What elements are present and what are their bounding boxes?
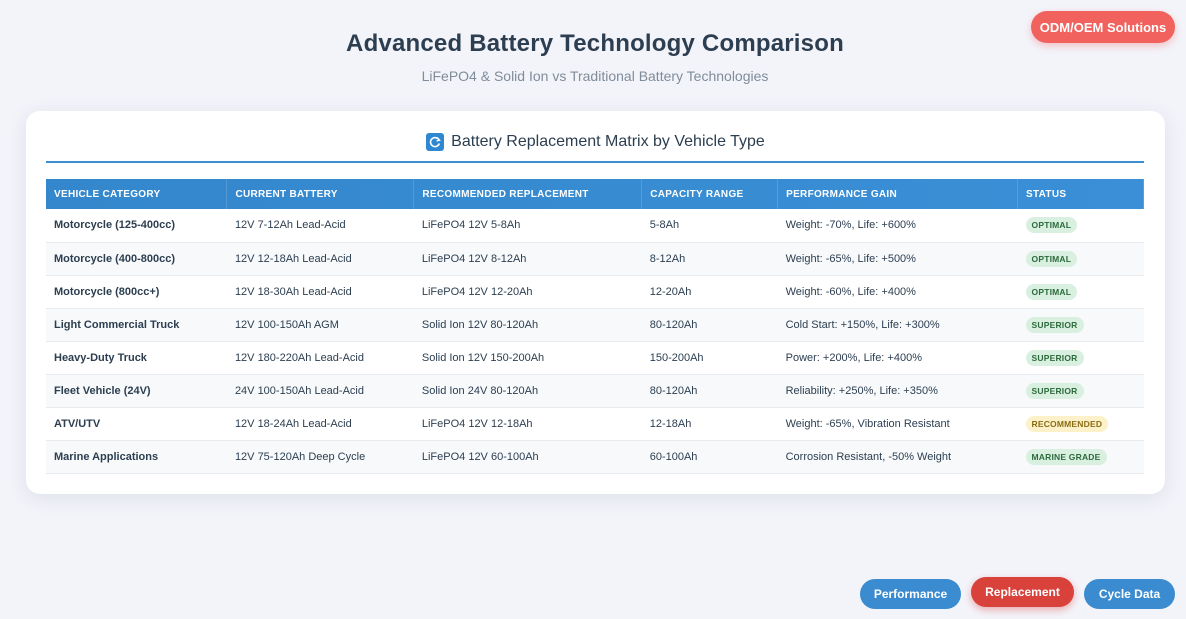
status-cell: RECOMMENDED <box>1017 407 1144 441</box>
capacity-cell: 60-100Ah <box>641 440 778 474</box>
status-badge: OPTIMAL <box>1025 217 1078 234</box>
performance-gain-cell: Reliability: +250%, Life: +350% <box>777 374 1018 408</box>
replacement-cell: LiFePO4 12V 12-20Ah <box>413 275 642 309</box>
vehicle-category-cell: ATV/UTV <box>46 407 227 441</box>
status-cell: SUPERIOR <box>1017 374 1144 408</box>
vehicle-category-cell: Motorcycle (400-800cc) <box>46 242 227 276</box>
replacement-cell: LiFePO4 12V 8-12Ah <box>413 242 642 276</box>
performance-gain-cell: Weight: -65%, Life: +500% <box>777 242 1018 276</box>
status-cell: MARINE GRADE <box>1017 440 1144 474</box>
performance-gain-cell: Power: +200%, Life: +400% <box>777 341 1018 375</box>
table-row: Fleet Vehicle (24V) 24V 100-150Ah Lead-A… <box>46 374 1144 408</box>
current-battery-cell: 12V 18-24Ah Lead-Acid <box>226 407 414 441</box>
vehicle-category-cell: Marine Applications <box>46 440 227 474</box>
column-header[interactable]: CURRENT BATTERY <box>226 179 415 209</box>
status-cell: SUPERIOR <box>1017 341 1144 375</box>
performance-gain-cell: Weight: -65%, Vibration Resistant <box>777 407 1018 441</box>
vehicle-category-cell: Motorcycle (800cc+) <box>46 275 227 309</box>
performance-gain-cell: Weight: -60%, Life: +400% <box>777 275 1018 309</box>
capacity-cell: 80-120Ah <box>641 308 778 342</box>
table-row: Marine Applications 12V 75-120Ah Deep Cy… <box>46 440 1144 474</box>
status-cell: OPTIMAL <box>1017 242 1144 276</box>
status-badge: MARINE GRADE <box>1025 448 1107 465</box>
odm-oem-solutions-button[interactable]: ODM/OEM Solutions <box>1031 11 1175 43</box>
capacity-cell: 8-12Ah <box>641 242 778 276</box>
current-battery-cell: 12V 100-150Ah AGM <box>226 308 414 342</box>
capacity-cell: 150-200Ah <box>641 341 778 375</box>
vehicle-category-cell: Heavy-Duty Truck <box>46 341 227 375</box>
capacity-cell: 12-18Ah <box>641 407 778 441</box>
status-badge: SUPERIOR <box>1025 382 1084 399</box>
performance-gain-cell: Corrosion Resistant, -50% Weight <box>777 440 1018 474</box>
performance-button[interactable]: Performance <box>860 579 961 609</box>
matrix-title: Battery Replacement Matrix by Vehicle Ty… <box>26 133 1165 151</box>
status-cell: OPTIMAL <box>1017 209 1144 243</box>
replacement-table: VEHICLE CATEGORY CURRENT BATTERY RECOMME… <box>46 179 1144 474</box>
table-row: Light Commercial Truck 12V 100-150Ah AGM… <box>46 308 1144 342</box>
page-subtitle: LiFePO4 & Solid Ion vs Traditional Batte… <box>421 68 769 84</box>
title-divider <box>46 161 1144 163</box>
status-badge: RECOMMENDED <box>1025 415 1109 432</box>
current-battery-cell: 12V 7-12Ah Lead-Acid <box>226 209 414 243</box>
table-row: ATV/UTV 12V 18-24Ah Lead-Acid LiFePO4 12… <box>46 407 1144 441</box>
current-battery-cell: 12V 12-18Ah Lead-Acid <box>226 242 414 276</box>
replacement-cell: LiFePO4 12V 12-18Ah <box>413 407 642 441</box>
status-badge: OPTIMAL <box>1025 283 1078 300</box>
replacement-cell: Solid Ion 24V 80-120Ah <box>413 374 642 408</box>
status-badge: SUPERIOR <box>1025 316 1084 333</box>
page-title: Advanced Battery Technology Comparison <box>346 30 844 57</box>
table-row: Motorcycle (800cc+) 12V 18-30Ah Lead-Aci… <box>46 275 1144 309</box>
capacity-cell: 5-8Ah <box>641 209 778 243</box>
refresh-icon <box>426 133 445 151</box>
vehicle-category-cell: Motorcycle (125-400cc) <box>46 209 227 243</box>
vehicle-category-cell: Light Commercial Truck <box>46 308 227 342</box>
column-header[interactable]: CAPACITY RANGE <box>641 179 779 209</box>
column-header[interactable]: VEHICLE CATEGORY <box>46 179 228 209</box>
column-header[interactable]: RECOMMENDED REPLACEMENT <box>413 179 643 209</box>
table-row: Heavy-Duty Truck 12V 180-220Ah Lead-Acid… <box>46 341 1144 375</box>
status-badge: OPTIMAL <box>1025 250 1078 267</box>
capacity-cell: 12-20Ah <box>641 275 778 309</box>
replacement-cell: Solid Ion 12V 80-120Ah <box>413 308 642 342</box>
table-row: Motorcycle (400-800cc) 12V 12-18Ah Lead-… <box>46 242 1144 276</box>
status-badge: SUPERIOR <box>1025 349 1084 366</box>
replacement-button[interactable]: Replacement <box>971 577 1074 607</box>
table-header-row: VEHICLE CATEGORY CURRENT BATTERY RECOMME… <box>46 179 1144 209</box>
table-row: Motorcycle (125-400cc) 12V 7-12Ah Lead-A… <box>46 209 1144 243</box>
capacity-cell: 80-120Ah <box>641 374 778 408</box>
column-header[interactable]: PERFORMANCE GAIN <box>777 179 1019 209</box>
column-header[interactable]: STATUS <box>1017 179 1144 209</box>
replacement-cell: LiFePO4 12V 60-100Ah <box>413 440 642 474</box>
performance-gain-cell: Cold Start: +150%, Life: +300% <box>777 308 1018 342</box>
replacement-cell: Solid Ion 12V 150-200Ah <box>413 341 642 375</box>
performance-gain-cell: Weight: -70%, Life: +600% <box>777 209 1018 243</box>
current-battery-cell: 24V 100-150Ah Lead-Acid <box>226 374 414 408</box>
replacement-matrix-card: Battery Replacement Matrix by Vehicle Ty… <box>26 111 1165 494</box>
current-battery-cell: 12V 180-220Ah Lead-Acid <box>226 341 414 375</box>
status-cell: SUPERIOR <box>1017 308 1144 342</box>
vehicle-category-cell: Fleet Vehicle (24V) <box>46 374 227 408</box>
cycle-data-button[interactable]: Cycle Data <box>1084 579 1175 609</box>
current-battery-cell: 12V 18-30Ah Lead-Acid <box>226 275 414 309</box>
current-battery-cell: 12V 75-120Ah Deep Cycle <box>226 440 414 474</box>
status-cell: OPTIMAL <box>1017 275 1144 309</box>
matrix-title-text: Battery Replacement Matrix by Vehicle Ty… <box>451 133 765 150</box>
replacement-cell: LiFePO4 12V 5-8Ah <box>413 209 642 243</box>
